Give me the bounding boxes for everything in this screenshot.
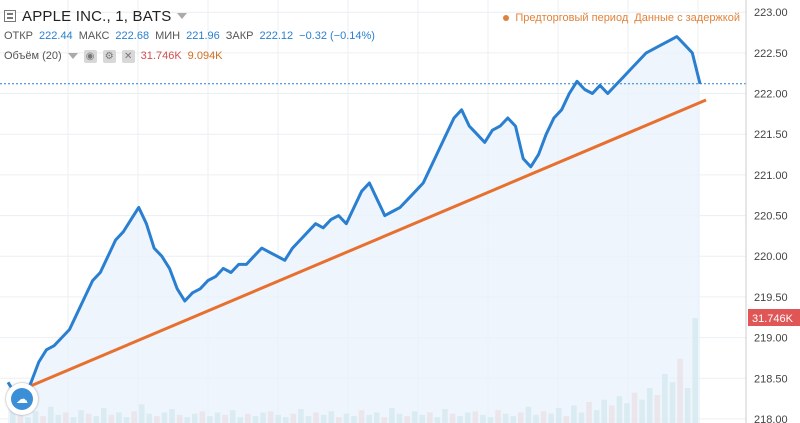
y-tick-label: 220.00 <box>754 251 788 263</box>
volume-label[interactable]: Объём (20) <box>4 50 62 62</box>
symbol-title[interactable]: APPLE INC., 1, BATS <box>22 7 172 25</box>
y-tick-label: 221.00 <box>754 170 788 182</box>
close-label: ЗАКР <box>225 30 254 42</box>
volume-row: Объём (20) ◉ ⚙ ✕ 31.746K 9.094K <box>4 46 375 66</box>
tradingview-logo[interactable]: ☁ <box>6 383 38 415</box>
close-value: 222.12 <box>259 30 294 42</box>
high-value: 222.68 <box>115 30 150 42</box>
ohlc-row: ОТКР 222.44 МАКС 222.68 МИН 221.96 ЗАКР … <box>4 26 375 46</box>
chevron-down-icon[interactable] <box>67 53 78 59</box>
volume-badge-label: 31.746K <box>752 313 794 325</box>
y-tick-label: 219.50 <box>754 292 788 304</box>
y-tick-label: 219.00 <box>754 333 788 345</box>
close-icon[interactable]: ✕ <box>121 49 135 63</box>
volume-ma-value: 9.094K <box>187 50 223 62</box>
y-tick-label: 218.00 <box>754 414 788 423</box>
price-line <box>6 35 702 401</box>
open-label: ОТКР <box>4 30 34 42</box>
price-area <box>8 36 700 423</box>
open-value: 222.44 <box>39 30 73 42</box>
volume-value: 31.746K <box>140 50 182 62</box>
settings-icon[interactable]: ⚙ <box>102 49 116 63</box>
chart-legend: APPLE INC., 1, BATS ОТКР 222.44 МАКС 222… <box>4 6 375 66</box>
eye-icon[interactable]: ◉ <box>83 49 97 63</box>
y-tick-label: 223.00 <box>754 7 788 19</box>
y-tick-label: 222.50 <box>754 48 788 60</box>
low-value: 221.96 <box>186 30 220 42</box>
delayed-label: Данные с задержкой <box>634 12 740 24</box>
change-value: −0.32 (−0.14%) <box>299 30 375 42</box>
volume-badge: 31.746K <box>748 309 800 326</box>
status-dot <box>503 15 510 21</box>
price-axis: 223.00 222.50 222.00 221.50 221.00 220.50 220.… <box>745 0 788 423</box>
high-label: МАКС <box>78 30 110 42</box>
low-label: МИН <box>155 30 181 42</box>
premarket-label: Предторговый период <box>515 12 629 24</box>
y-tick-label: 218.50 <box>754 373 788 385</box>
cloud-icon: ☁ <box>11 388 33 410</box>
status-notice: Предторговый период Данные с задержкой <box>503 12 740 24</box>
y-tick-label: 222.00 <box>754 89 788 101</box>
y-tick-label: 221.50 <box>754 129 788 141</box>
symbol-row: APPLE INC., 1, BATS <box>4 6 375 26</box>
menu-icon[interactable] <box>4 10 16 22</box>
trend-line <box>19 98 707 392</box>
y-tick-label: 220.50 <box>754 211 788 223</box>
chevron-down-icon[interactable] <box>177 13 188 19</box>
